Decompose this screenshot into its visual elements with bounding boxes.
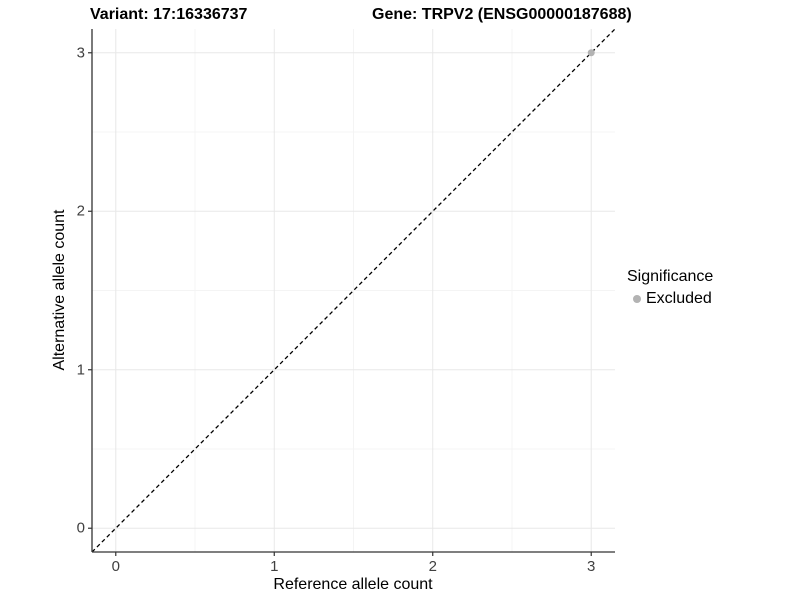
- legend: Significance Excluded: [627, 267, 713, 309]
- gene-title: Gene: TRPV2 (ENSG00000187688): [372, 6, 632, 23]
- legend-item-excluded: Excluded: [627, 289, 713, 309]
- x-tick-label: 3: [587, 558, 596, 575]
- y-axis-title: Alternative allele count: [51, 209, 68, 371]
- y-tick-label: 2: [76, 202, 85, 220]
- x-tick-label: 1: [270, 558, 279, 575]
- excluded-point-icon: [633, 295, 641, 303]
- y-tick-label: 0: [76, 519, 85, 537]
- x-tick-label: 2: [428, 558, 437, 575]
- variant-title: Variant: 17:16336737: [90, 6, 248, 23]
- x-axis-title: Reference allele count: [273, 576, 433, 593]
- x-tick-label: 0: [111, 558, 120, 575]
- y-tick-label: 3: [76, 44, 85, 62]
- y-tick-label: 1: [76, 361, 85, 379]
- legend-title: Significance: [627, 268, 714, 285]
- legend-item-label: Excluded: [646, 290, 712, 307]
- data-point: [587, 49, 595, 57]
- identity-line: [91, 28, 616, 553]
